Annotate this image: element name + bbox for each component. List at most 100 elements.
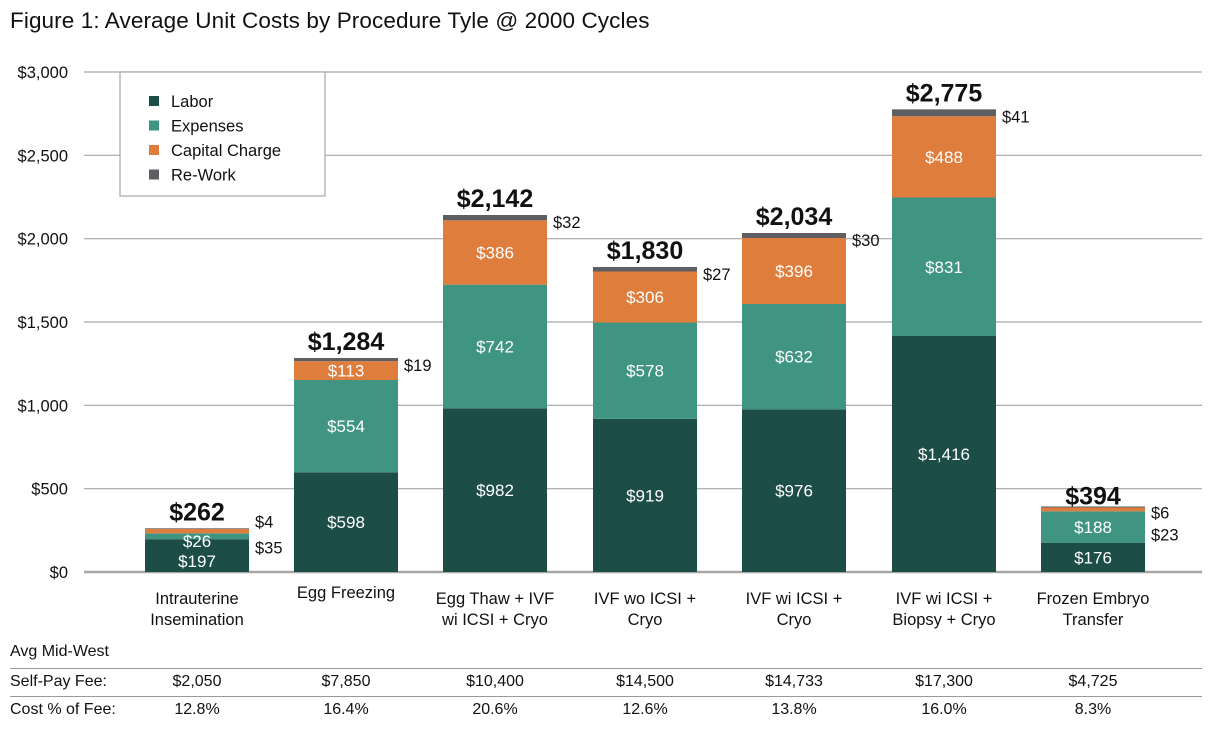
bar-segment-labor: [892, 336, 996, 572]
bar-segment-rework: [742, 233, 846, 238]
legend-label: Labor: [171, 93, 214, 111]
segment-label: $632: [775, 348, 813, 367]
x-tick-label: Cryo: [628, 611, 663, 629]
rework-label: $19: [404, 357, 432, 375]
segment-label: $188: [1074, 518, 1112, 537]
row-label: Self-Pay Fee:: [10, 673, 107, 690]
bar-segment-rework: [294, 358, 398, 362]
segment-label: $578: [626, 362, 664, 381]
y-tick-label: $1,500: [18, 314, 68, 332]
y-tick-label: $2,500: [18, 147, 68, 165]
bar-stack: $919 $578 $306 $27 $1,830: [593, 237, 731, 572]
x-tick-label: Biopsy + Cryo: [892, 611, 995, 629]
bar-segment-expenses: [443, 284, 547, 409]
rework-label: $27: [703, 266, 731, 284]
total-label: $262: [169, 498, 225, 526]
legend-swatch-capital: [149, 145, 159, 155]
segment-label: $386: [476, 244, 514, 263]
rework-label: $6: [1151, 504, 1169, 522]
stacked-bar-chart: $0 $500 $1,000 $1,500 $2,000 $2,500 $3,000 $19…: [18, 64, 1202, 629]
table-cell: 16.4%: [323, 701, 369, 718]
legend-swatch-labor: [149, 96, 159, 106]
chart-title: Figure 1: Average Unit Costs by Procedur…: [10, 8, 650, 33]
x-tick-label: Frozen Embryo: [1037, 590, 1150, 608]
legend-swatch-expenses: [149, 120, 159, 131]
bar-segment-rework: [145, 528, 249, 529]
table-cell: 13.8%: [771, 701, 817, 718]
legend-label: Expenses: [171, 118, 243, 136]
bar-stack: $982 $742 $386 $32 $2,142: [443, 185, 581, 572]
total-label: $1,284: [308, 328, 385, 356]
x-tick-label: Transfer: [1063, 611, 1124, 629]
segment-label: $554: [327, 417, 365, 436]
segment-label-outside: $23: [1151, 526, 1179, 544]
total-label: $2,034: [756, 203, 833, 231]
bar-segment-expenses: [145, 533, 249, 540]
table-divider: [10, 696, 1202, 697]
total-label: $2,142: [457, 185, 533, 213]
table-cell: 12.6%: [622, 701, 668, 718]
x-axis: Intrauterine Insemination Egg Freezing Egg …: [150, 584, 1149, 629]
table-cell: $7,850: [321, 673, 371, 690]
bar-segment-rework: [892, 109, 996, 117]
segment-label: $306: [626, 288, 664, 307]
table-cell: $2,050: [172, 673, 222, 690]
legend-label: Re-Work: [171, 167, 237, 185]
bars: $197 $35 $26 $4 $262 $598 $554 $113 $19 $1,284 $98…: [145, 80, 1179, 572]
bar-segment-capital: [1041, 507, 1145, 512]
table-cell: 16.0%: [921, 701, 967, 718]
table-divider: [10, 668, 1202, 669]
segment-label: $26: [183, 532, 211, 551]
segment-label: $1,416: [918, 445, 970, 464]
segment-label-outside: $35: [255, 539, 283, 557]
segment-label: $176: [1074, 548, 1112, 567]
bar-segment-capital: [593, 271, 697, 323]
bar-segment-labor: [593, 418, 697, 572]
segment-label: $982: [476, 481, 514, 500]
bar-segment-labor: [742, 409, 846, 572]
rework-label: $32: [553, 214, 581, 232]
x-tick-label: Intrauterine: [155, 590, 238, 608]
bar-segment-capital: [443, 220, 547, 285]
bar-segment-rework: [443, 215, 547, 221]
row-label: Cost % of Fee:: [10, 701, 116, 718]
table-cell: 12.8%: [174, 701, 220, 718]
segment-label: $197: [178, 552, 216, 571]
bar-segment-labor: [1041, 542, 1145, 572]
bar-stack: $976 $632 $396 $30 $2,034: [742, 203, 880, 572]
legend: Labor Expenses Capital Charge Re-Work: [119, 71, 326, 197]
bar-segment-rework: [1041, 506, 1145, 508]
rework-label: $41: [1002, 108, 1030, 126]
table-cell: 20.6%: [472, 701, 518, 718]
segment-label: $396: [775, 262, 813, 281]
y-tick-label: $2,000: [18, 231, 68, 249]
table-cell: 8.3%: [1074, 701, 1112, 718]
x-tick-label: Egg Thaw + IVF: [436, 590, 554, 608]
table-cell: $4,725: [1068, 673, 1118, 690]
x-tick-label: IVF wo ICSI +: [594, 590, 696, 608]
table-cell: $14,733: [765, 673, 823, 690]
table-cell: $14,500: [616, 673, 674, 690]
bar-segment-expenses: [892, 197, 996, 336]
segment-label: $113: [328, 362, 365, 381]
x-tick-label: IVF wi ICSI +: [896, 590, 993, 608]
bar-segment-expenses: [742, 304, 846, 410]
bar-stack: $1,416 $831 $488 $41 $2,775: [892, 80, 1030, 572]
segment-label: $488: [925, 148, 963, 167]
bar-segment-labor: [145, 539, 249, 572]
bar-segment-expenses: [593, 322, 697, 419]
y-axis: $0 $500 $1,000 $1,500 $2,000 $2,500 $3,000: [18, 64, 68, 582]
x-tick-label: Egg Freezing: [297, 584, 395, 602]
segment-label: $976: [775, 482, 813, 501]
bar-segment-rework: [593, 267, 697, 272]
bar-segment-expenses: [294, 380, 398, 473]
y-tick-label: $3,000: [18, 64, 68, 82]
x-tick-label: IVF wi ICSI +: [746, 590, 843, 608]
segment-label: $919: [626, 486, 664, 505]
bar-stack: $197 $35 $26 $4 $262: [145, 498, 283, 572]
y-tick-label: $0: [50, 564, 68, 582]
legend-label: Capital Charge: [171, 142, 281, 160]
segment-label: $598: [327, 513, 365, 532]
bar-segment-labor: [294, 472, 398, 572]
x-tick-label: Insemination: [150, 611, 244, 629]
